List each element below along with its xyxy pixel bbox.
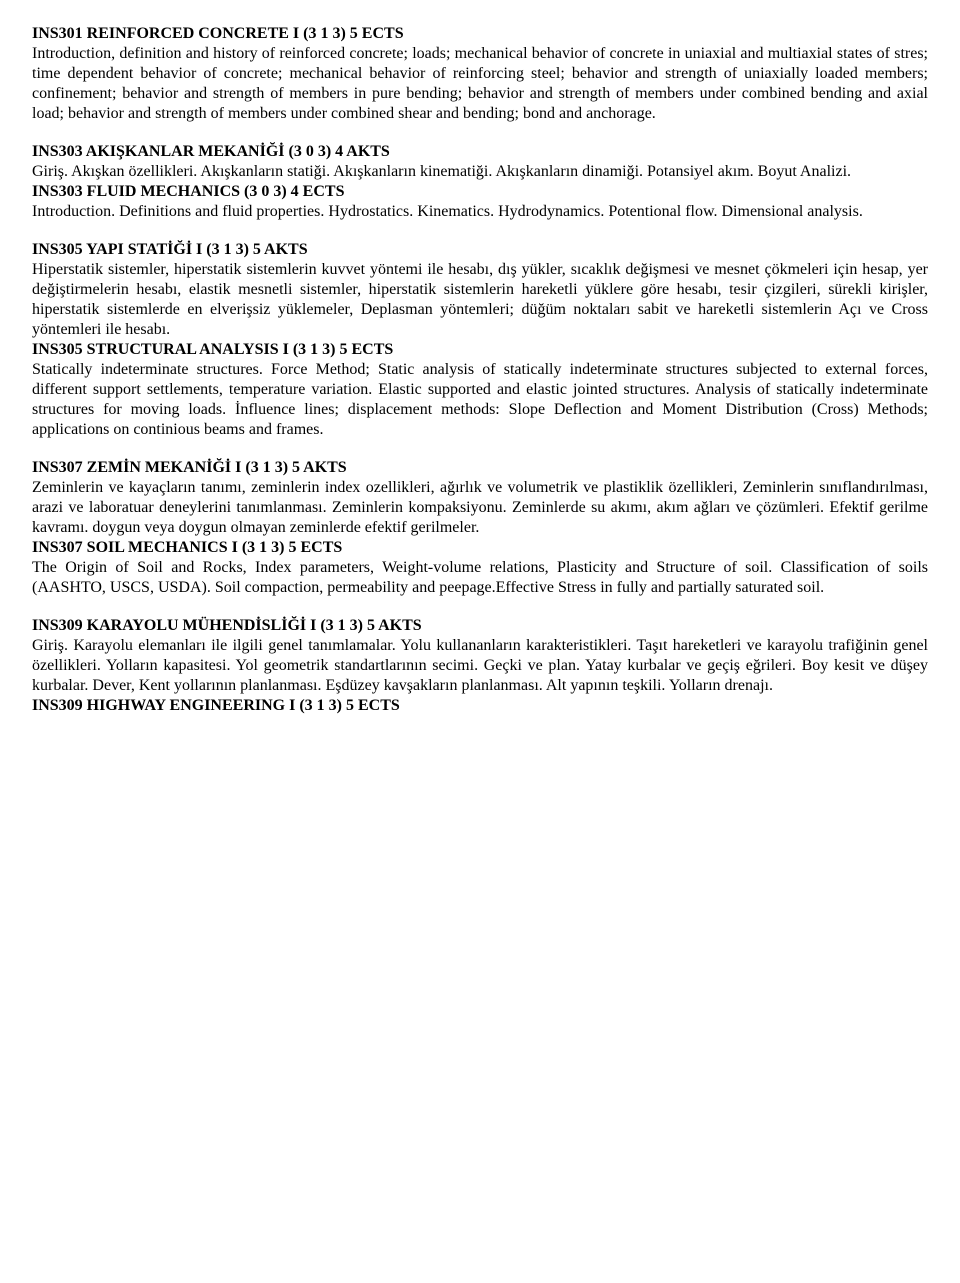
course-section: INS301 REINFORCED CONCRETE I (3 1 3) 5 E… xyxy=(32,24,928,124)
course-paragraph: Statically indeterminate structures. For… xyxy=(32,360,928,440)
course-heading: INS309 HIGHWAY ENGINEERING I (3 1 3) 5 E… xyxy=(32,696,928,716)
course-paragraph: Introduction. Definitions and fluid prop… xyxy=(32,202,928,222)
course-heading: INS305 STRUCTURAL ANALYSIS I (3 1 3) 5 E… xyxy=(32,340,928,360)
course-heading: INS301 REINFORCED CONCRETE I (3 1 3) 5 E… xyxy=(32,24,928,44)
course-heading: INS303 FLUID MECHANICS (3 0 3) 4 ECTS xyxy=(32,182,928,202)
course-heading: INS303 AKIŞKANLAR MEKANİĞİ (3 0 3) 4 AKT… xyxy=(32,142,928,162)
course-paragraph: Introduction, definition and history of … xyxy=(32,44,928,124)
course-paragraph: Giriş. Akışkan özellikleri. Akışkanların… xyxy=(32,162,928,182)
course-paragraph: The Origin of Soil and Rocks, Index para… xyxy=(32,558,928,598)
course-heading: INS305 YAPI STATİĞİ I (3 1 3) 5 AKTS xyxy=(32,240,928,260)
course-heading: INS307 ZEMİN MEKANİĞİ I (3 1 3) 5 AKTS xyxy=(32,458,928,478)
document-body: INS301 REINFORCED CONCRETE I (3 1 3) 5 E… xyxy=(32,24,928,716)
course-paragraph: Giriş. Karayolu elemanları ile ilgili ge… xyxy=(32,636,928,696)
course-paragraph: Hiperstatik sistemler, hiperstatik siste… xyxy=(32,260,928,340)
course-paragraph: Zeminlerin ve kayaçların tanımı, zeminle… xyxy=(32,478,928,538)
course-section: INS309 KARAYOLU MÜHENDİSLİĞİ I (3 1 3) 5… xyxy=(32,616,928,716)
course-heading: INS307 SOIL MECHANICS I (3 1 3) 5 ECTS xyxy=(32,538,928,558)
course-section: INS307 ZEMİN MEKANİĞİ I (3 1 3) 5 AKTSZe… xyxy=(32,458,928,598)
course-section: INS305 YAPI STATİĞİ I (3 1 3) 5 AKTSHipe… xyxy=(32,240,928,440)
course-heading: INS309 KARAYOLU MÜHENDİSLİĞİ I (3 1 3) 5… xyxy=(32,616,928,636)
course-section: INS303 AKIŞKANLAR MEKANİĞİ (3 0 3) 4 AKT… xyxy=(32,142,928,222)
